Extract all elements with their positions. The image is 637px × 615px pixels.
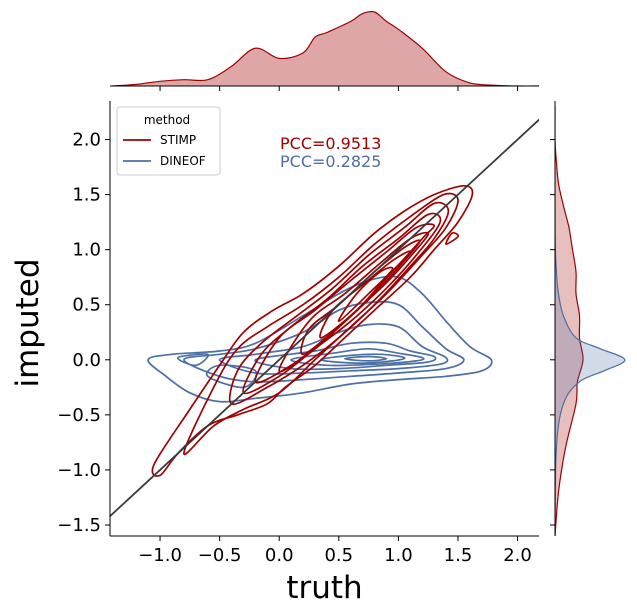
y-axis-ticks: −1.5 −1.0 −0.5 0.0 0.5 1.0 1.5 2.0: [57, 130, 110, 536]
x-tick-label: 0.0: [265, 545, 294, 566]
contour-stimp-9: [445, 232, 459, 246]
contour-stimp-1: [183, 192, 459, 456]
y-tick-label: −0.5: [57, 405, 101, 426]
legend: method STIMP DINEOF: [116, 106, 221, 176]
top-marginal-ticks: [159, 86, 519, 91]
pcc-annotation-dineof: PCC=0.2825: [280, 152, 381, 171]
y-tick-label: 0.5: [72, 295, 101, 316]
contour-stimp-0: [151, 184, 474, 477]
x-tick-label: −1.0: [138, 545, 182, 566]
y-axis-title: imputed: [10, 258, 46, 387]
right-density-line-stimp: [555, 106, 584, 536]
x-tick-label: 0.5: [324, 545, 353, 566]
identity-reference-line: [110, 118, 539, 518]
y-tick-label: 1.0: [72, 240, 101, 261]
x-tick-label: 1.0: [384, 545, 413, 566]
x-axis-title: truth: [286, 570, 362, 606]
legend-title: method: [144, 113, 190, 127]
y-tick-label: −1.0: [57, 460, 101, 481]
x-tick-label: −0.5: [198, 545, 242, 566]
contour-dineof-1: [183, 300, 465, 383]
y-tick-label: 2.0: [72, 130, 101, 151]
x-tick-label: 2.0: [503, 545, 532, 566]
x-tick-label: 1.5: [444, 545, 473, 566]
right-density-line-dineof: [555, 106, 626, 536]
contour-dineof-2: [218, 323, 449, 375]
contour-dineof-8: [177, 353, 210, 367]
contour-dineof-3: [254, 341, 437, 371]
contour-layer: [147, 184, 493, 477]
contour-stimp-8: [337, 266, 394, 323]
contour-dineof-0: [147, 275, 493, 403]
pcc-annotation-stimp: PCC=0.9513: [280, 134, 381, 153]
right-density-fill-stimp: [555, 106, 584, 536]
right-marginal-density: [555, 106, 626, 536]
contour-stimp-2: [228, 201, 450, 406]
right-marginal-ticks: [550, 139, 555, 526]
legend-label-stimp: STIMP: [160, 133, 196, 147]
legend-label-dineof: DINEOF: [160, 154, 206, 168]
top-density-fill-stimp: [112, 11, 539, 86]
contour-dineof-5: [320, 353, 406, 364]
contour-dineof-6: [343, 355, 388, 362]
legend-frame: [116, 106, 221, 176]
contour-dineof-4: [290, 347, 425, 367]
y-tick-label: 0.0: [72, 350, 101, 371]
top-density-line-stimp: [112, 10, 539, 86]
contour-dineof-7: [205, 364, 258, 389]
y-tick-label: −1.5: [57, 515, 101, 536]
main-plot-area: −1.0 −0.5 0.0 0.5 1.0 1.5 2.0 −1.5 −1.0 −0.5 0.0 0…: [57, 101, 539, 566]
x-axis-ticks: −1.0 −0.5 0.0 0.5 1.0 1.5 2.0: [138, 536, 532, 566]
top-marginal-density: [112, 10, 539, 86]
y-tick-label: 1.5: [72, 185, 101, 206]
